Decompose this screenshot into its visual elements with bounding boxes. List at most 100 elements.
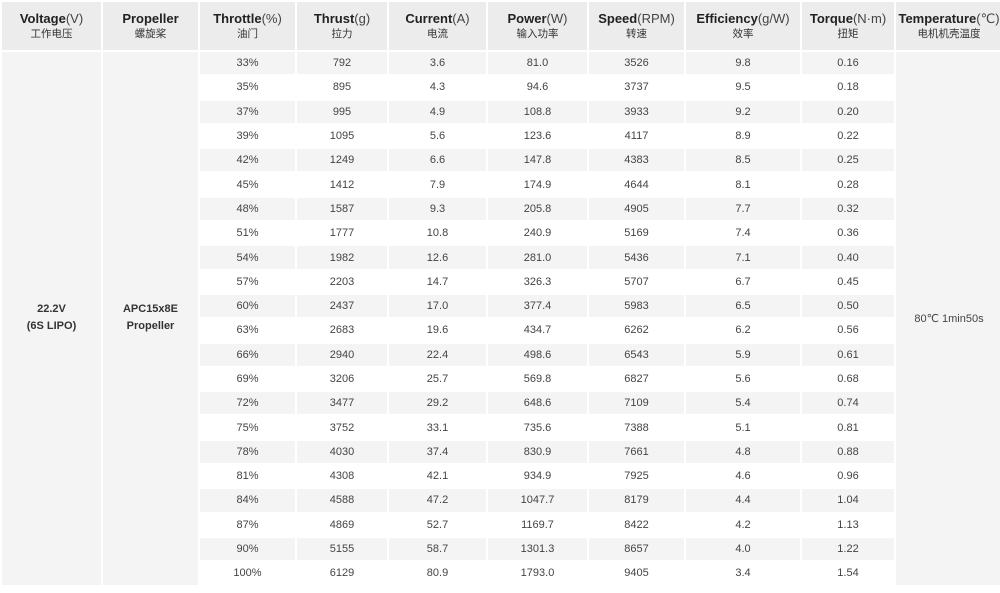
current-cell: 33.1 <box>389 416 486 439</box>
current-cell: 7.9 <box>389 173 486 196</box>
header-temperature-label: Temperature <box>898 11 977 26</box>
thrust-cell: 4869 <box>297 513 387 536</box>
power-cell: 108.8 <box>488 100 587 123</box>
header-speed-unit: (RPM) <box>637 11 675 26</box>
current-cell: 4.3 <box>389 76 486 99</box>
speed-cell: 7661 <box>589 440 684 464</box>
header-power-unit: (W) <box>546 11 568 26</box>
current-cell: 4.9 <box>389 100 486 123</box>
table-row: 35% 895 4.3 94.6 3737 9.5 0.18 <box>2 76 1000 99</box>
torque-cell: 0.36 <box>802 222 894 245</box>
thrust-cell: 2683 <box>297 319 387 342</box>
throttle-cell: 81% <box>200 465 295 488</box>
throttle-cell: 78% <box>200 440 295 464</box>
header-thrust-cn: 拉力 <box>331 28 353 40</box>
table-row: 45% 1412 7.9 174.9 4644 8.1 0.28 <box>2 173 1000 196</box>
current-cell: 19.6 <box>389 319 486 342</box>
current-cell: 14.7 <box>389 270 486 293</box>
throttle-cell: 90% <box>200 537 295 561</box>
header-torque-cn: 扭矩 <box>837 28 859 40</box>
throttle-cell: 33% <box>200 52 295 75</box>
header-throttle-unit: (%) <box>261 11 282 26</box>
speed-cell: 9405 <box>589 562 684 585</box>
torque-cell: 0.40 <box>802 246 894 269</box>
efficiency-cell: 8.1 <box>686 173 800 196</box>
speed-cell: 5169 <box>589 222 684 245</box>
power-cell: 1793.0 <box>488 562 587 585</box>
throttle-cell: 39% <box>200 124 295 148</box>
throttle-cell: 100% <box>200 562 295 585</box>
thrust-cell: 2437 <box>297 294 387 318</box>
efficiency-cell: 4.4 <box>686 489 800 512</box>
throttle-cell: 66% <box>200 343 295 366</box>
table-row: 54% 1982 12.6 281.0 5436 7.1 0.40 <box>2 246 1000 269</box>
speed-cell: 8657 <box>589 537 684 561</box>
speed-cell: 6543 <box>589 343 684 366</box>
power-cell: 240.9 <box>488 222 587 245</box>
throttle-cell: 60% <box>200 294 295 318</box>
efficiency-cell: 4.2 <box>686 513 800 536</box>
throttle-cell: 75% <box>200 416 295 439</box>
header-power-label: Power <box>507 11 547 26</box>
thrust-cell: 1587 <box>297 197 387 221</box>
speed-cell: 7388 <box>589 416 684 439</box>
table-row: 90% 5155 58.7 1301.3 8657 4.0 1.22 <box>2 537 1000 561</box>
efficiency-cell: 9.5 <box>686 76 800 99</box>
power-cell: 81.0 <box>488 52 587 75</box>
header-thrust: Thrust(g) 拉力 <box>297 2 387 50</box>
torque-cell: 0.28 <box>802 173 894 196</box>
header-efficiency: Efficiency(g/W) 效率 <box>686 2 800 50</box>
efficiency-cell: 7.4 <box>686 222 800 245</box>
thrust-cell: 2203 <box>297 270 387 293</box>
table-row: 48% 1587 9.3 205.8 4905 7.7 0.32 <box>2 197 1000 221</box>
throttle-cell: 84% <box>200 489 295 512</box>
header-power: Power(W) 输入功率 <box>488 2 587 50</box>
thrust-cell: 792 <box>297 52 387 75</box>
power-cell: 281.0 <box>488 246 587 269</box>
header-thrust-label: Thrust <box>313 11 355 26</box>
torque-cell: 0.88 <box>802 440 894 464</box>
torque-cell: 0.16 <box>802 52 894 75</box>
throttle-cell: 72% <box>200 392 295 415</box>
torque-cell: 0.22 <box>802 124 894 148</box>
header-row: Voltage(V) 工作电压 Propeller 螺旋桨 Throttle(%) 油门 T… <box>2 2 1000 50</box>
torque-cell: 0.74 <box>802 392 894 415</box>
header-throttle: Throttle(%) 油门 <box>200 2 295 50</box>
power-cell: 326.3 <box>488 270 587 293</box>
voltage-battery: (6S LIPO) <box>26 320 77 333</box>
header-propeller-label: Propeller <box>122 11 179 26</box>
torque-cell: 0.56 <box>802 319 894 342</box>
table-row: 42% 1249 6.6 147.8 4383 8.5 0.25 <box>2 149 1000 172</box>
current-cell: 5.6 <box>389 124 486 148</box>
speed-cell: 7109 <box>589 392 684 415</box>
speed-cell: 8179 <box>589 489 684 512</box>
power-cell: 648.6 <box>488 392 587 415</box>
torque-cell: 0.68 <box>802 367 894 391</box>
speed-cell: 6827 <box>589 367 684 391</box>
torque-cell: 0.96 <box>802 465 894 488</box>
efficiency-cell: 8.5 <box>686 149 800 172</box>
speed-cell: 3933 <box>589 100 684 123</box>
throttle-cell: 69% <box>200 367 295 391</box>
torque-cell: 0.50 <box>802 294 894 318</box>
current-cell: 3.6 <box>389 52 486 75</box>
torque-cell: 0.18 <box>802 76 894 99</box>
propeller-type: Propeller <box>126 320 175 333</box>
efficiency-cell: 9.2 <box>686 100 800 123</box>
efficiency-cell: 7.7 <box>686 197 800 221</box>
efficiency-cell: 5.4 <box>686 392 800 415</box>
torque-cell: 0.45 <box>802 270 894 293</box>
current-cell: 80.9 <box>389 562 486 585</box>
table-body: 22.2V (6S LIPO) APC15x8E Propeller 33% 792 3.6… <box>2 52 1000 585</box>
header-voltage-label: Voltage <box>19 11 66 26</box>
header-thrust-en: Thrust(g) <box>297 11 387 27</box>
speed-cell: 3737 <box>589 76 684 99</box>
header-propeller-en: Propeller <box>103 11 198 27</box>
table-row: 51% 1777 10.8 240.9 5169 7.4 0.36 <box>2 222 1000 245</box>
torque-cell: 0.61 <box>802 343 894 366</box>
header-power-en: Power(W) <box>488 11 587 27</box>
thrust-cell: 895 <box>297 76 387 99</box>
speed-cell: 4905 <box>589 197 684 221</box>
current-cell: 42.1 <box>389 465 486 488</box>
header-throttle-cn: 油门 <box>237 28 258 40</box>
